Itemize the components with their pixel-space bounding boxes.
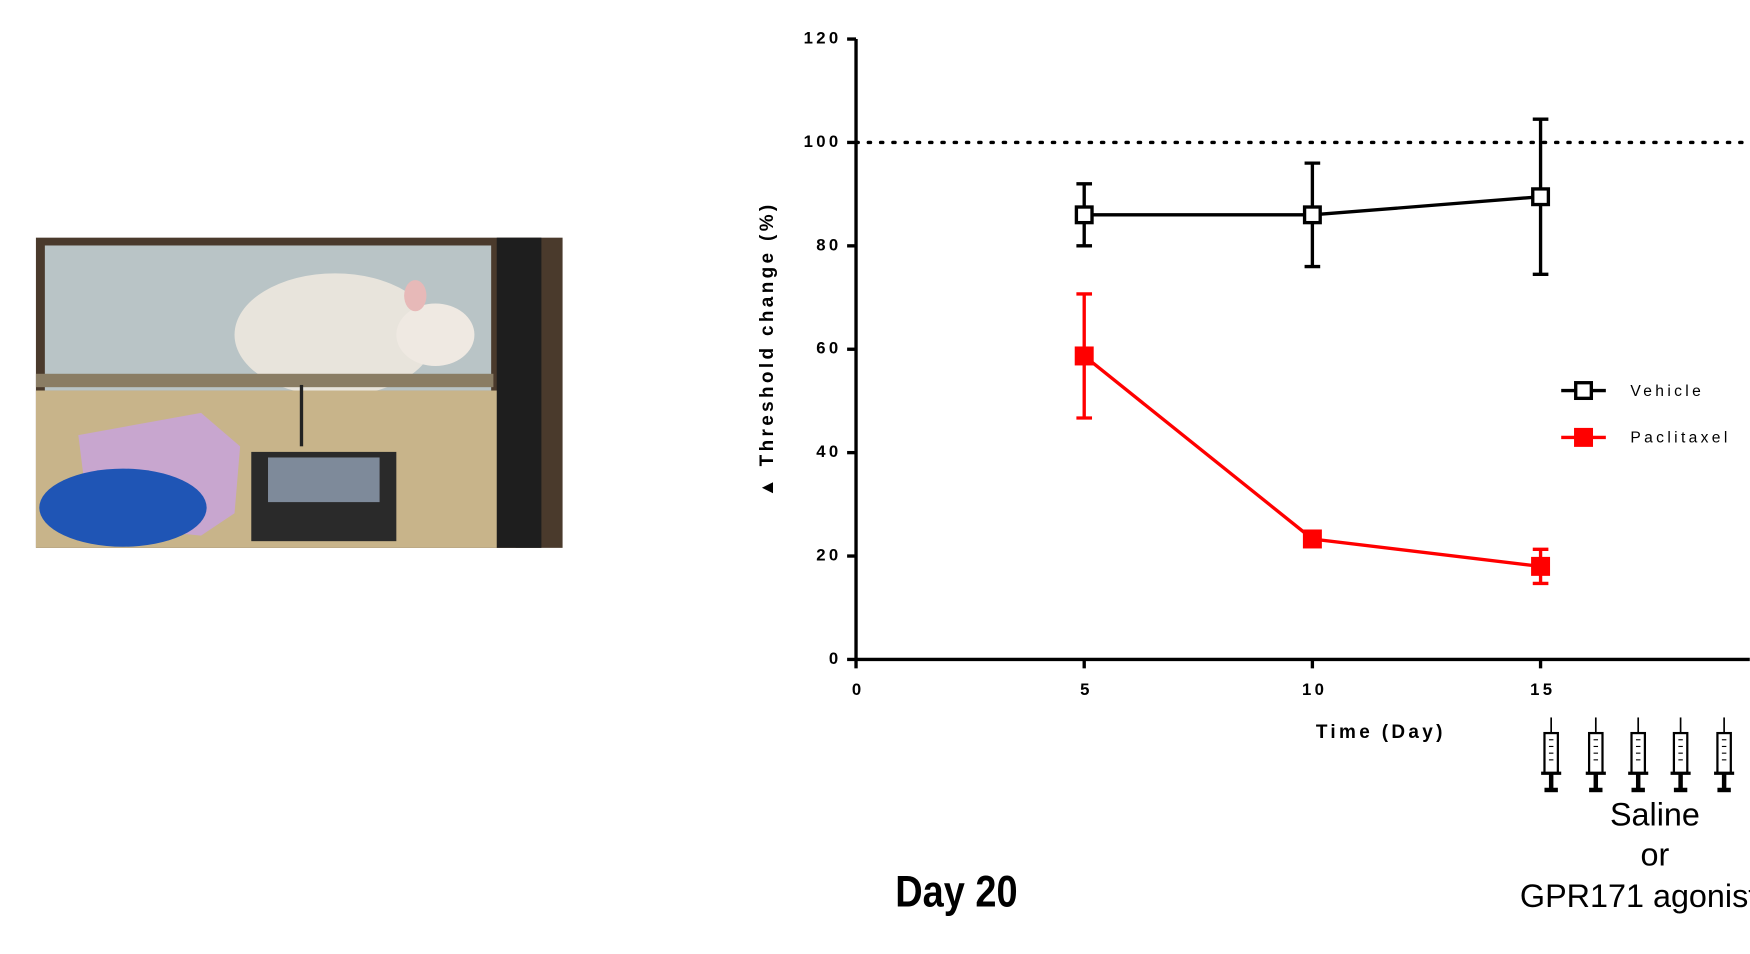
legend-label: Paclitaxel: [1630, 430, 1730, 447]
marker: [1076, 207, 1092, 223]
x-tick-label: 0: [852, 680, 865, 699]
y-tick-label: 20: [816, 545, 841, 564]
marker: [1076, 348, 1092, 364]
syringes: [1541, 717, 1734, 792]
y-tick-label: 80: [816, 235, 841, 254]
treatment-label: Saline: [1610, 796, 1700, 832]
marker: [1305, 531, 1321, 547]
chart: 0 20 40 60 80 100 120 0 5 10 15 Time (Day) ▲ Thresho…: [757, 28, 1750, 743]
day-label: Day 20: [895, 867, 1017, 917]
legend-marker: [1576, 383, 1592, 399]
x-tick-label: 5: [1080, 680, 1093, 699]
legend-marker: [1576, 430, 1592, 446]
x-axis-title: Time (Day): [1316, 722, 1446, 743]
page: {"chart_data": {"type": "line", "x_label…: [0, 0, 1750, 954]
x-tick-label: 15: [1530, 680, 1555, 699]
y-tick-label: 120: [804, 28, 842, 47]
treatment-label: GPR171 agonist: [1520, 878, 1750, 914]
y-tick-label: 100: [804, 132, 842, 151]
treatment-label: or: [1641, 836, 1670, 872]
photo: [36, 238, 563, 548]
figure: 0 20 40 60 80 100 120 0 5 10 15 Time (Day) ▲ Thresho…: [0, 0, 1750, 954]
legend-label: Vehicle: [1630, 383, 1704, 400]
y-tick-label: 60: [816, 339, 841, 358]
marker: [1533, 189, 1549, 205]
marker: [1305, 207, 1321, 223]
marker: [1533, 559, 1549, 575]
x-tick-label: 10: [1302, 680, 1327, 699]
y-axis-title: ▲ Threshold change (%): [757, 201, 778, 497]
y-tick-label: 0: [829, 649, 842, 668]
y-tick-label: 40: [816, 442, 841, 461]
